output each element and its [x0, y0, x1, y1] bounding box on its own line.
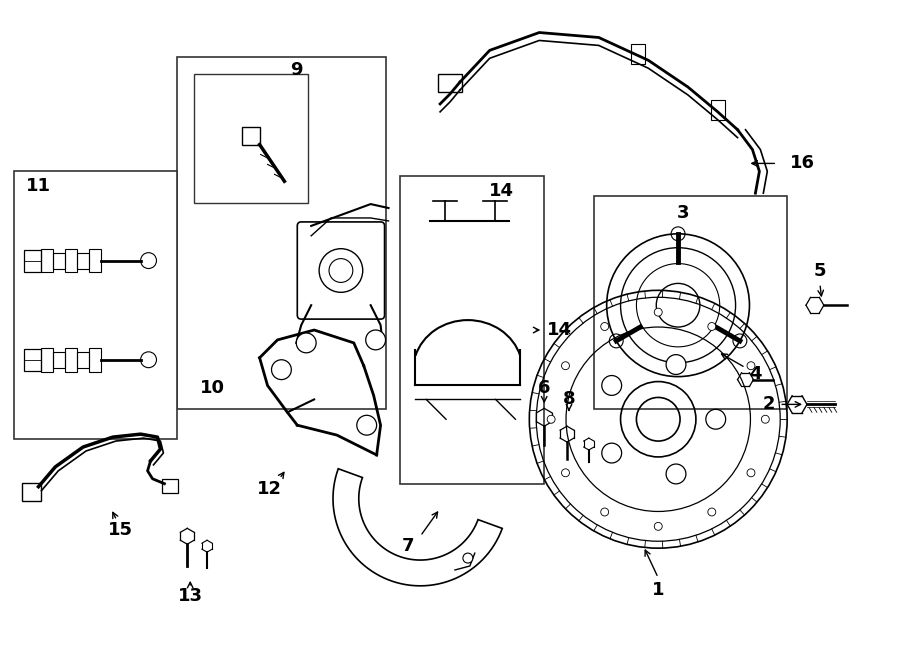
Text: 14: 14 [547, 321, 572, 339]
Bar [53, 352, 66, 367]
Bar [66, 249, 77, 273]
Circle shape [666, 355, 686, 375]
Circle shape [296, 333, 316, 353]
Bar [162, 479, 178, 493]
Circle shape [356, 415, 376, 435]
Circle shape [365, 330, 385, 350]
Text: 15: 15 [108, 521, 133, 540]
Text: 12: 12 [257, 480, 282, 498]
Bar [23, 250, 41, 271]
Circle shape [706, 409, 725, 429]
Bar [594, 196, 788, 409]
Bar [41, 348, 53, 371]
Circle shape [602, 375, 622, 395]
Text: 13: 13 [177, 587, 202, 605]
Bar [89, 348, 101, 371]
Circle shape [463, 553, 473, 563]
Text: 6: 6 [538, 379, 551, 397]
Text: 3: 3 [677, 204, 689, 222]
Bar [53, 253, 66, 269]
Bar [194, 74, 308, 203]
Circle shape [707, 322, 716, 330]
Circle shape [707, 508, 716, 516]
Bar [89, 249, 101, 273]
Bar [22, 483, 41, 500]
Bar [66, 348, 77, 371]
Text: 8: 8 [562, 391, 575, 408]
Circle shape [747, 361, 755, 369]
Text: 5: 5 [814, 261, 826, 279]
Text: 14: 14 [489, 182, 514, 200]
Circle shape [602, 443, 622, 463]
Bar [438, 74, 462, 92]
Circle shape [654, 308, 662, 316]
Circle shape [547, 415, 555, 423]
Text: 1: 1 [652, 581, 664, 599]
Circle shape [562, 469, 570, 477]
Circle shape [747, 469, 755, 477]
Bar [77, 352, 89, 367]
Bar [632, 44, 645, 64]
Circle shape [562, 361, 570, 369]
Text: 16: 16 [790, 154, 815, 172]
Text: 4: 4 [749, 365, 761, 383]
Text: 2: 2 [763, 395, 776, 413]
Bar [400, 176, 544, 484]
Bar [242, 126, 259, 144]
Text: 11: 11 [26, 177, 51, 195]
Circle shape [654, 522, 662, 530]
Circle shape [600, 322, 608, 330]
Bar [177, 58, 385, 409]
Bar [14, 171, 177, 439]
Circle shape [666, 464, 686, 484]
Circle shape [600, 508, 608, 516]
Circle shape [761, 415, 770, 423]
Text: 9: 9 [290, 61, 302, 79]
Bar [77, 253, 89, 269]
Bar [711, 100, 724, 120]
Text: 7: 7 [402, 537, 415, 555]
Text: 10: 10 [200, 379, 224, 397]
Bar [41, 249, 53, 273]
Bar [23, 349, 41, 371]
Circle shape [272, 359, 292, 379]
